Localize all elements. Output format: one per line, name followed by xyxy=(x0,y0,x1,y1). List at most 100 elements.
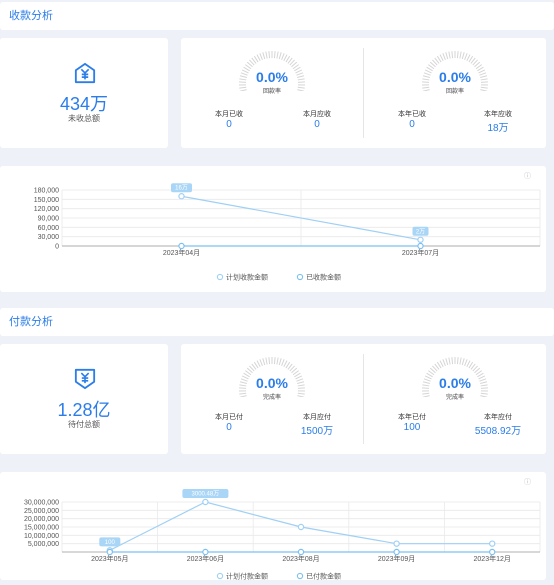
data-point xyxy=(179,194,184,199)
x-tick-label: 2023年06月 xyxy=(187,554,224,563)
receipts-section-title: 收款分析 xyxy=(0,2,554,30)
y-tick-label: 30,000,000 xyxy=(24,500,59,507)
payments-monthly-rate-value: 0.0% xyxy=(232,375,312,391)
y-tick-label: 60,000 xyxy=(38,225,60,232)
y-tick-label: 25,000,000 xyxy=(24,508,59,515)
receipts-line-chart: 180,000 150,000 120,000 90,000 60,000 30,000 0… xyxy=(0,166,546,292)
receipts-chart-card: ⓘ 180,000 150,000 120,000 90,000 60,000 30,00… xyxy=(0,166,546,292)
y-tick-label: 20,000,000 xyxy=(24,516,59,523)
payments-pending-total-label: 待付总额 xyxy=(0,419,168,430)
gauge-tick xyxy=(462,52,464,59)
legend-marker xyxy=(297,274,302,279)
receipts-month-received-value: 0 xyxy=(194,119,264,130)
data-point xyxy=(107,549,112,554)
payments-year-paid-label: 本年已付 xyxy=(377,412,447,422)
payments-yearly-rate-label: 完成率 xyxy=(415,392,495,401)
y-tick-label: 120,000 xyxy=(34,206,59,213)
receipts-rate-card: 0.0% 回款率 本月已收 0 本月应收 0 0.0% 回款率 本年已收 0 本… xyxy=(181,38,546,148)
payments-section-header: 付款分析 xyxy=(0,308,554,336)
data-point xyxy=(298,524,303,529)
gauge-tick xyxy=(274,51,275,58)
legend-label: 计划收款金额 xyxy=(226,273,268,282)
gauge-tick xyxy=(284,55,287,61)
receipts-section-header: 收款分析 xyxy=(0,2,554,30)
y-tick-label: 30,000 xyxy=(38,234,60,241)
data-point xyxy=(418,243,423,248)
legend-marker xyxy=(297,573,302,578)
gauge-tick xyxy=(440,55,443,61)
data-label: 3000.48万 xyxy=(192,490,220,497)
gauge-tick xyxy=(446,52,448,59)
gauge-tick xyxy=(257,361,260,367)
y-tick-label: 90,000 xyxy=(38,216,60,223)
data-point xyxy=(394,541,399,546)
receipts-yearly-rate-value: 0.0% xyxy=(415,69,495,85)
data-label: 2万 xyxy=(416,228,425,235)
x-tick-label: 2023年04月 xyxy=(163,248,200,257)
data-point xyxy=(203,499,208,504)
gauge-tick xyxy=(263,358,265,365)
x-tick-label: 2023年09月 xyxy=(378,554,415,563)
gauge-tick xyxy=(257,55,260,61)
payments-month-paid-label: 本月已付 xyxy=(194,412,264,422)
x-tick-label: 2023年07月 xyxy=(402,248,439,257)
receipts-unreceived-total-label: 未收总额 xyxy=(0,113,168,124)
y-tick-label: 180,000 xyxy=(34,188,59,195)
receipts-month-received-label: 本月已收 xyxy=(194,109,264,119)
gauge-tick xyxy=(282,359,285,366)
payments-card-divider xyxy=(363,354,364,444)
x-tick-label: 2023年05月 xyxy=(91,554,128,563)
data-point xyxy=(203,549,208,554)
x-tick-label: 2023年12月 xyxy=(474,554,511,563)
legend-marker xyxy=(217,573,222,578)
gauge-tick xyxy=(460,358,461,365)
receipts-monthly-rate-value: 0.0% xyxy=(232,69,312,85)
payments-section-title: 付款分析 xyxy=(0,308,554,336)
data-label: 100 xyxy=(105,540,116,546)
gauge-tick xyxy=(279,358,281,365)
yuan-download-icon xyxy=(74,368,96,390)
gauge-tick xyxy=(449,52,450,59)
y-tick-label: 150,000 xyxy=(34,197,59,204)
payments-summary-card: 1.28亿 待付总额 xyxy=(0,344,168,454)
gauge-tick xyxy=(274,357,275,364)
gauge-tick xyxy=(465,359,468,366)
legend-label: 已付款金额 xyxy=(306,572,341,581)
gauge-tick xyxy=(277,358,278,365)
gauge-tick xyxy=(263,52,265,59)
payments-year-due-value: 5508.92万 xyxy=(463,422,533,437)
gauge-tick xyxy=(284,361,287,367)
gauge-tick xyxy=(440,361,443,367)
gauge-tick xyxy=(457,357,458,364)
gauge-tick xyxy=(446,358,448,365)
gauge-tick xyxy=(467,361,470,367)
gauge-tick xyxy=(443,53,446,60)
receipts-card-divider xyxy=(363,48,364,138)
y-tick-label: 15,000,000 xyxy=(24,525,59,532)
gauge-tick xyxy=(266,52,267,59)
gauge-tick xyxy=(277,52,278,59)
gauge-tick xyxy=(260,53,263,60)
data-point xyxy=(490,549,495,554)
y-tick-label: 0 xyxy=(55,244,59,251)
payments-year-due-label: 本年应付 xyxy=(463,412,533,422)
yuan-upload-icon xyxy=(74,62,96,84)
info-icon[interactable]: ⓘ xyxy=(524,477,531,487)
legend-marker xyxy=(217,274,222,279)
payments-rate-card: 0.0% 完成率 本月已付 0 本月应付 1500万 0.0% 完成率 本年已付… xyxy=(181,344,546,454)
gauge-tick xyxy=(467,55,470,61)
gauge-tick xyxy=(465,53,468,60)
y-tick-label: 10,000,000 xyxy=(24,533,59,540)
data-label: 16万 xyxy=(175,185,188,192)
gauge-tick xyxy=(452,357,453,364)
receipts-summary-card: 434万 未收总额 xyxy=(0,38,168,148)
info-icon[interactable]: ⓘ xyxy=(524,171,531,181)
gauge-tick xyxy=(266,358,267,365)
gauge-tick xyxy=(260,359,263,366)
payments-year-paid-value: 100 xyxy=(377,422,447,433)
gauge-tick xyxy=(269,51,270,58)
gauge-tick xyxy=(443,359,446,366)
receipts-year-received-label: 本年已收 xyxy=(377,109,447,119)
